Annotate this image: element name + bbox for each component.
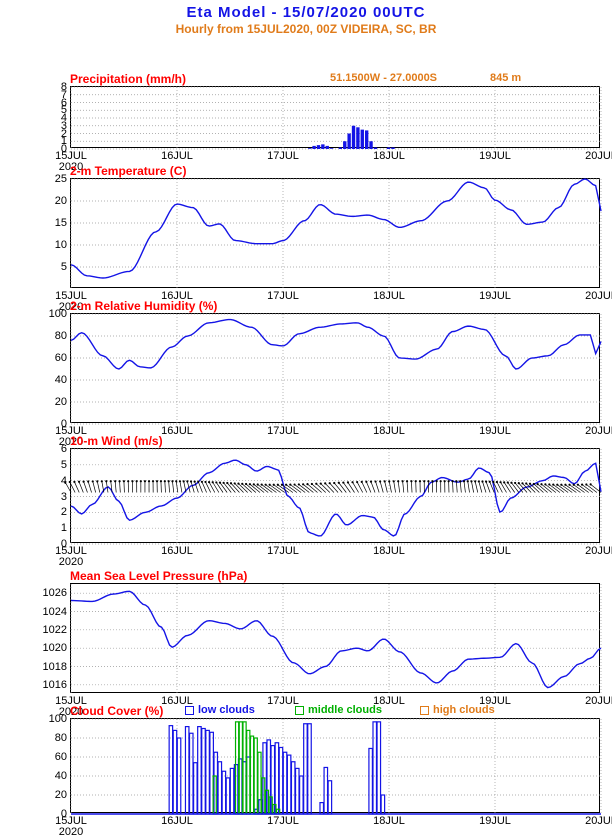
y-axis-tick-label: 1024 xyxy=(43,606,67,618)
cloud-cover-svg xyxy=(71,719,601,814)
x-axis-tick-label: 20JUL xyxy=(585,816,612,827)
x-axis-tick-label: 17JUL xyxy=(267,151,299,162)
y-axis-tick-label: 40 xyxy=(55,374,67,386)
chart-header: Eta Model - 15/07/2020 00UTC Hourly from… xyxy=(0,0,612,36)
x-axis-tick-label: 16JUL xyxy=(161,816,193,827)
precipitation-coords-label: 51.1500W - 27.0000S xyxy=(330,72,437,84)
y-axis-tick-label: 1016 xyxy=(43,679,67,691)
x-axis-tick-label: 18JUL xyxy=(373,151,405,162)
chart-title: Eta Model - 15/07/2020 00UTC xyxy=(0,4,612,21)
x-axis-tick-label: 17JUL xyxy=(267,546,299,557)
y-axis-tick-label: 25 xyxy=(55,173,67,185)
y-axis-tick-label: 1 xyxy=(61,522,67,534)
x-axis-tick-label: 19JUL xyxy=(479,151,511,162)
eta-model-chart: { "header": { "title": "Eta Model - 15/0… xyxy=(0,0,612,792)
x-axis-tick-label: 20JUL xyxy=(585,546,612,557)
temperature-svg xyxy=(71,179,601,289)
low-clouds-legend-label: low clouds xyxy=(198,704,255,716)
y-axis-tick-label: 100 xyxy=(49,713,67,725)
y-axis-tick-label: 1018 xyxy=(43,661,67,673)
precipitation-elevation-label: 845 m xyxy=(490,72,521,84)
y-axis-tick-label: 15 xyxy=(55,217,67,229)
y-axis-tick-label: 5 xyxy=(61,459,67,471)
x-axis-tick-label: 17JUL xyxy=(267,816,299,827)
y-axis-tick-label: 60 xyxy=(55,352,67,364)
cloud-cover-panel-title: Cloud Cover (%) xyxy=(70,704,163,718)
middle-clouds-swatch-icon xyxy=(295,706,304,715)
y-axis-tick-label: 1020 xyxy=(43,642,67,654)
x-axis-tick-label: 18JUL xyxy=(373,816,405,827)
y-axis-tick-label: 2 xyxy=(61,506,67,518)
y-axis-tick-label: 5 xyxy=(61,261,67,273)
y-axis-tick-label: 3 xyxy=(61,491,67,503)
x-axis-tick-label: 19JUL xyxy=(479,546,511,557)
cloud-cover-panel: Cloud Cover (%) low clouds middle clouds… xyxy=(0,704,612,824)
middle-clouds-legend-label: middle clouds xyxy=(308,704,382,716)
x-axis-tick-label: 18JUL xyxy=(373,546,405,557)
chart-subtitle: Hourly from 15JUL2020, 00Z VIDEIRA, SC, … xyxy=(0,22,612,36)
pressure-panel-title: Mean Sea Level Pressure (hPa) xyxy=(70,569,247,583)
y-axis-tick-label: 4 xyxy=(61,475,67,487)
y-axis-tick-label: 6 xyxy=(61,443,67,455)
y-axis-tick-label: 20 xyxy=(55,195,67,207)
pressure-svg xyxy=(71,584,601,694)
high-clouds-legend-label: high clouds xyxy=(433,704,495,716)
precipitation-panel-title: Precipitation (mm/h) xyxy=(70,72,186,86)
humidity-svg xyxy=(71,314,601,424)
x-axis-tick-label: 16JUL xyxy=(161,151,193,162)
low-clouds-swatch-icon xyxy=(185,706,194,715)
high-clouds-swatch-icon xyxy=(420,706,429,715)
cloud-legend-middle: middle clouds xyxy=(295,704,382,716)
y-axis-tick-label: 100 xyxy=(49,308,67,320)
wind-panel-title: 10-m Wind (m/s) xyxy=(70,434,163,448)
x-axis-tick-label: 19JUL xyxy=(479,816,511,827)
x-axis-tick-label: 16JUL xyxy=(161,546,193,557)
cloud-legend-low: low clouds xyxy=(185,704,255,716)
y-axis-tick-label: 40 xyxy=(55,770,67,782)
x-axis-tick-label: 20JUL xyxy=(585,151,612,162)
precipitation-svg xyxy=(71,87,601,149)
humidity-panel-title: 2-m Relative Humidity (%) xyxy=(70,299,217,313)
y-axis-tick-label: 60 xyxy=(55,751,67,763)
y-axis-tick-label: 1026 xyxy=(43,587,67,599)
y-axis-tick-label: 80 xyxy=(55,732,67,744)
cloud-legend-high: high clouds xyxy=(420,704,495,716)
y-axis-tick-label: 8 xyxy=(61,81,67,93)
wind-svg xyxy=(71,449,601,544)
temperature-panel-title: 2-m Temperature (C) xyxy=(70,164,186,178)
y-axis-tick-label: 20 xyxy=(55,789,67,801)
y-axis-tick-label: 1022 xyxy=(43,624,67,636)
y-axis-tick-label: 20 xyxy=(55,396,67,408)
y-axis-tick-label: 10 xyxy=(55,239,67,251)
y-axis-tick-label: 80 xyxy=(55,330,67,342)
precipitation-panel: Precipitation (mm/h) 51.1500W - 27.0000S… xyxy=(0,36,612,164)
